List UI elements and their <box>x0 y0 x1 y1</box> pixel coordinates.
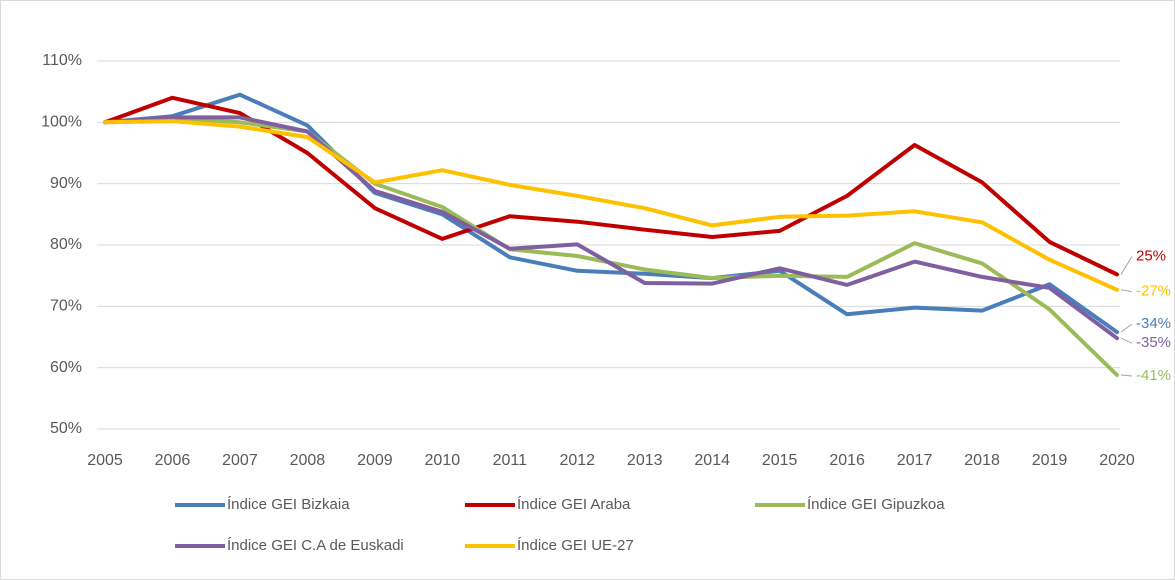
series-line <box>103 119 1119 292</box>
x-tick-label: 2005 <box>87 452 123 469</box>
x-tick-label: 2016 <box>829 452 865 469</box>
x-tick-label: 2018 <box>964 452 1000 469</box>
y-tick-label: 110% <box>42 52 82 69</box>
x-tick-label: 2020 <box>1099 452 1135 469</box>
y-tick-label: 80% <box>50 236 82 253</box>
x-tick-label: 2009 <box>357 452 393 469</box>
end-label: -41% <box>1136 367 1171 384</box>
end-label: -35% <box>1136 334 1171 351</box>
x-tick-label: 2017 <box>897 452 933 469</box>
series-line <box>103 115 1119 341</box>
y-tick-label: 50% <box>50 420 82 437</box>
y-tick-label: 90% <box>50 175 82 192</box>
legend-label: Índice GEI UE-27 <box>517 537 634 554</box>
end-label-leader <box>1120 374 1133 377</box>
lines <box>103 92 1119 377</box>
end-label-leader <box>1120 289 1133 293</box>
x-tick-label: 2006 <box>155 452 191 469</box>
legend-label: Índice GEI Araba <box>517 496 631 513</box>
y-tick-label: 100% <box>41 114 82 131</box>
x-tick-label: 2010 <box>425 452 461 469</box>
legend-label: Índice GEI Bizkaia <box>227 496 350 513</box>
x-tick-label: 2014 <box>694 452 730 469</box>
end-label-leader <box>1120 256 1133 275</box>
x-tick-label: 2015 <box>762 452 798 469</box>
x-tick-label: 2013 <box>627 452 663 469</box>
x-tick-label: 2011 <box>493 452 528 469</box>
end-label: -34% <box>1136 315 1171 332</box>
end-label-leader <box>1120 337 1133 344</box>
x-tick-label: 2019 <box>1032 452 1068 469</box>
end-label-leader <box>1120 323 1133 333</box>
x-tick-label: 2008 <box>290 452 326 469</box>
end-label: 25% <box>1136 247 1166 264</box>
legend-label: Índice GEI Gipuzkoa <box>807 496 945 513</box>
legend-label: Índice GEI C.A de Euskadi <box>227 537 404 554</box>
x-tick-label: 2012 <box>559 452 595 469</box>
x-tick-label: 2007 <box>222 452 258 469</box>
y-tick-label: 70% <box>50 298 82 315</box>
labels: 50% 60% 70% 80% 90% 100% 110% 2005 2006 2007 2008 2… <box>41 52 1171 554</box>
series-line <box>103 92 1119 335</box>
end-label: -27% <box>1136 283 1171 300</box>
y-tick-label: 60% <box>50 359 82 376</box>
